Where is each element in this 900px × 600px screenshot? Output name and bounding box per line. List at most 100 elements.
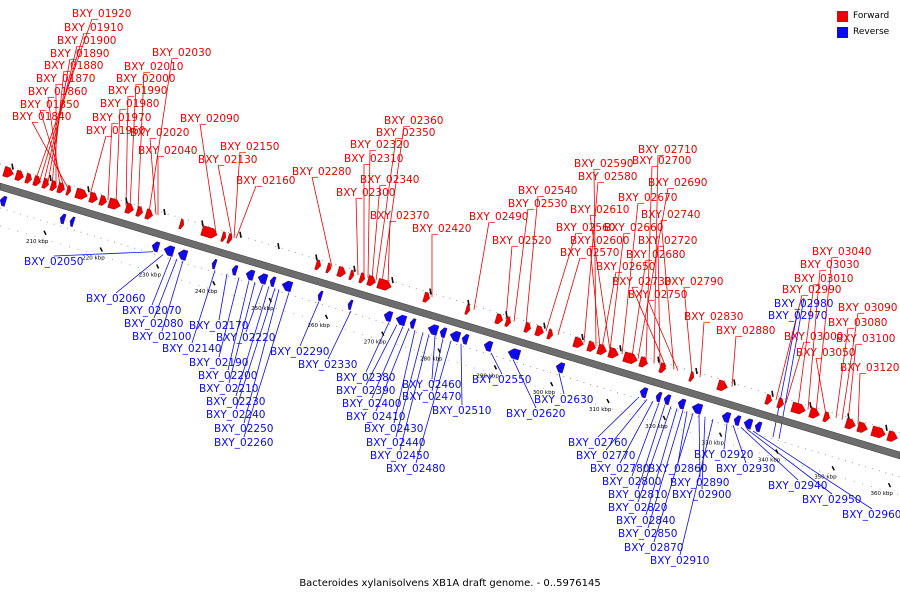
reverse-gene-label: BXY_02390 [336, 385, 395, 397]
reverse-gene-arrow [507, 348, 522, 361]
forward-gene-arrow [14, 169, 24, 181]
forward-leader-line [505, 245, 513, 320]
forward-gene-label: BXY_02670 [618, 192, 677, 204]
reverse-gene-arrow [733, 415, 742, 427]
reverse-gene-arrow-shape [733, 415, 742, 427]
reverse-gene-arrow-shape [721, 411, 732, 424]
forward-gene-label: BXY_02350 [376, 127, 435, 139]
forward-gene-label: BXY_02730 [612, 276, 671, 288]
forward-gene-arrow [314, 259, 321, 271]
forward-gene-label: BXY_01960 [86, 125, 145, 137]
reverse-leader-line [153, 258, 178, 319]
forward-gene-label: BXY_02010 [124, 61, 183, 73]
reverse-gene-arrow [691, 403, 704, 415]
reverse-leader-line [375, 328, 410, 412]
forward-gene-label: BXY_03040 [812, 246, 871, 258]
guide-tick [315, 254, 318, 261]
reverse-leader-line [431, 335, 436, 380]
reverse-gene-arrow [177, 249, 189, 261]
reverse-leader-line [243, 289, 280, 424]
forward-gene-arrow-shape [716, 379, 728, 391]
reverse-leader-line [490, 352, 503, 375]
forward-gene-arrow-shape [464, 304, 470, 315]
scale-tick-label: 260 kbp [308, 323, 331, 329]
reverse-leader-line [558, 372, 565, 395]
reverse-leader-line [752, 430, 873, 510]
reverse-gene-label: BXY_02820 [608, 502, 667, 514]
reverse-leader-line [732, 424, 747, 464]
forward-gene-arrow-shape [348, 269, 354, 281]
reverse-gene-label: BXY_02470 [402, 391, 461, 403]
reverse-gene-arrow [151, 241, 161, 253]
forward-gene-label: BXY_03030 [800, 259, 859, 271]
forward-leader-line [311, 176, 333, 268]
reverse-gene-arrow [0, 195, 8, 207]
reverse-gene-arrow-shape [439, 327, 448, 339]
guide-tick [277, 242, 280, 250]
reverse-gene-label: BXY_02070 [122, 305, 181, 317]
forward-gene-label: BXY_01970 [92, 112, 151, 124]
forward-gene-label: BXY_01920 [72, 8, 131, 20]
forward-leader-line [807, 269, 821, 410]
forward-gene-label: BXY_02990 [782, 284, 841, 296]
figure-caption: Bacteroides xylanisolvens XB1A draft gen… [299, 578, 601, 589]
reverse-leader-line [365, 322, 390, 373]
forward-gene-arrow-shape [376, 278, 392, 291]
forward-gene-arrow-shape [220, 231, 226, 242]
reverse-gene-label: BXY_02100 [132, 331, 191, 343]
forward-gene-label: BXY_03120 [840, 362, 899, 374]
forward-gene-label: BXY_02320 [350, 139, 409, 151]
forward-gene-arrow [88, 191, 98, 204]
reverse-gene-arrow [427, 324, 440, 336]
reverse-gene-label: BXY_02810 [608, 489, 667, 501]
gene-arrows [0, 166, 898, 442]
forward-gene-arrow-shape [124, 202, 134, 214]
scale-tick-label: 330 kbp [702, 441, 725, 447]
forward-gene-arrow-shape [107, 197, 121, 210]
forward-gene-label: BXY_01890 [50, 48, 109, 60]
forward-gene-arrow [65, 185, 71, 196]
forward-gene-label: BXY_01880 [44, 60, 103, 72]
forward-gene-arrow-shape [366, 275, 376, 287]
forward-gene-arrow-shape [32, 175, 41, 187]
forward-gene-arrow [494, 313, 503, 325]
forward-gene-arrow-shape [144, 208, 153, 220]
guide-tick [809, 401, 812, 409]
reverse-leader-line [512, 359, 537, 409]
forward-gene-label: BXY_02710 [638, 144, 697, 156]
forward-leader-line [107, 122, 113, 201]
forward-leader-line [683, 286, 693, 375]
scale-tick-label: 310 kbp [589, 407, 612, 413]
reverse-leader-line [218, 273, 228, 321]
forward-gene-label: BXY_02720 [638, 235, 697, 247]
forward-gene-arrow [504, 316, 511, 327]
reverse-gene-arrow [231, 265, 239, 276]
reverse-gene-arrow-shape [555, 362, 566, 374]
forward-leader-line [125, 95, 129, 206]
reverse-leader-line [677, 411, 688, 464]
forward-gene-arrow [107, 197, 121, 210]
legend-swatch-forward [837, 10, 848, 22]
reverse-gene-label: BXY_02840 [616, 515, 675, 527]
reverse-gene-label: BXY_02410 [346, 411, 405, 423]
reverse-gene-arrow-shape [655, 391, 663, 403]
forward-leader-line [645, 165, 653, 362]
forward-gene-label: BXY_02420 [412, 223, 471, 235]
forward-gene-arrow [607, 347, 619, 359]
reverse-gene-label: BXY_02330 [298, 359, 357, 371]
reverse-gene-arrow [639, 387, 649, 399]
reverse-leader-line [235, 286, 270, 397]
forward-gene-arrow [74, 187, 88, 200]
forward-gene-label: BXY_03010 [794, 273, 853, 285]
reverse-leader-line [191, 270, 216, 344]
reverse-gene-arrow [439, 327, 448, 339]
forward-gene-arrow [325, 262, 331, 274]
forward-gene-label: BXY_02540 [518, 185, 577, 197]
reverse-gene-label: BXY_02450 [370, 450, 429, 462]
scale-tick-label: 230 kbp [139, 272, 162, 278]
forward-gene-label: BXY_02590 [574, 158, 633, 170]
reverse-gene-label: BXY_02200 [198, 370, 257, 382]
reverse-gene-arrow-shape [257, 273, 269, 285]
forward-gene-label: BXY_03000 [784, 331, 843, 343]
